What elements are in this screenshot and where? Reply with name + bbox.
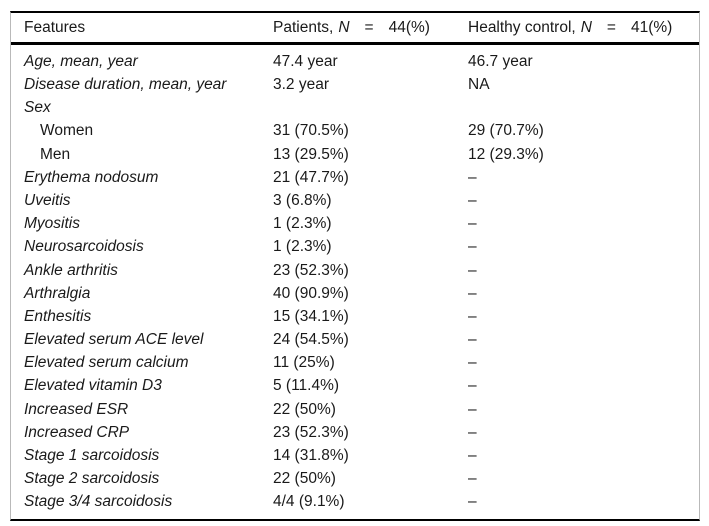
feature-cell: Ankle arthritis <box>24 261 118 279</box>
control-value-cell: 12 (29.3%) <box>468 145 544 163</box>
control-value-cell: – <box>468 377 477 395</box>
table-row: Enthesitis 15 (34.1%) – <box>11 305 699 328</box>
feature-cell: Men <box>40 145 71 163</box>
table-row: Arthralgia 40 (90.9%) – <box>11 282 699 305</box>
patients-n-symbol: N <box>338 18 350 36</box>
feature-cell: Enthesitis <box>24 307 92 325</box>
patients-value-cell: 23 (52.3%) <box>273 423 349 441</box>
patients-value-cell: 23 (52.3%) <box>273 261 349 279</box>
control-equals-sign: = <box>606 18 616 36</box>
control-value-cell: – <box>468 400 477 418</box>
feature-cell: Stage 3/4 sarcoidosis <box>24 493 173 511</box>
table-row: Ankle arthritis 23 (52.3%) – <box>11 259 699 282</box>
patients-value-cell: 4/4 (9.1%) <box>273 493 345 511</box>
feature-cell: Increased ESR <box>24 400 129 418</box>
table-row: Women 31 (70.5%) 29 (70.7%) <box>11 120 699 143</box>
patients-value-cell: 1 (2.3%) <box>273 215 332 233</box>
table-row: Elevated serum calcium 11 (25%) – <box>11 351 699 374</box>
control-value-cell: – <box>468 261 477 279</box>
patients-value-cell: 22 (50%) <box>273 470 336 488</box>
feature-cell: Arthralgia <box>24 284 91 302</box>
feature-cell: Stage 1 sarcoidosis <box>24 447 160 465</box>
table-row: Increased CRP 23 (52.3%) – <box>11 421 699 444</box>
feature-cell: Age, mean, year <box>24 52 138 70</box>
table-row: Elevated vitamin D3 5 (11.4%) – <box>11 375 699 398</box>
patients-value-cell <box>273 96 468 119</box>
control-value-cell: – <box>468 493 477 511</box>
feature-cell: Uveitis <box>24 191 71 209</box>
patients-value-cell: 1 (2.3%) <box>273 238 332 256</box>
table-row: Stage 3/4 sarcoidosis 4/4 (9.1%) – <box>11 491 699 519</box>
col-header-features: Features <box>11 13 273 45</box>
patients-value-cell: 3.2 year <box>273 76 330 94</box>
control-value-cell: – <box>468 215 477 233</box>
patients-value-cell: 22 (50%) <box>273 400 336 418</box>
patients-value-cell: 40 (90.9%) <box>273 284 349 302</box>
table-row: Men 13 (29.5%) 12 (29.3%) <box>11 143 699 166</box>
patients-value-cell: 11 (25%) <box>273 354 335 372</box>
control-n-value: 41(%) <box>630 18 673 36</box>
table-body: Age, mean, year 47.4 year 46.7 year Disease… <box>11 44 699 519</box>
feature-cell: Elevated vitamin D3 <box>24 377 162 395</box>
control-value-cell: – <box>468 331 477 349</box>
patients-value-cell: 14 (31.8%) <box>273 447 349 465</box>
table-row: Age, mean, year 47.4 year 46.7 year <box>11 44 699 74</box>
control-value-cell: – <box>468 191 477 209</box>
control-value-cell: 29 (70.7%) <box>468 122 544 140</box>
control-value-cell: – <box>468 238 477 256</box>
header-row: Features Patients, N = 44(%) Healthy contro… <box>11 13 699 45</box>
feature-cell: Increased CRP <box>24 423 130 441</box>
col-header-healthy-control: Healthy control, N = 41(%) <box>468 13 699 45</box>
feature-cell: Erythema nodosum <box>24 168 159 186</box>
patients-value-cell: 3 (6.8%) <box>273 191 332 209</box>
control-value-cell: – <box>468 447 477 465</box>
control-value-cell: 46.7 year <box>468 52 533 70</box>
table-row: Stage 1 sarcoidosis 14 (31.8%) – <box>11 444 699 467</box>
patients-value-cell: 47.4 year <box>273 52 338 70</box>
table-row: Erythema nodosum 21 (47.7%) – <box>11 166 699 189</box>
patients-value-cell: 5 (11.4%) <box>273 377 340 395</box>
feature-cell: Sex <box>24 99 51 117</box>
patients-value-cell: 13 (29.5%) <box>273 145 349 163</box>
feature-cell: Women <box>40 122 94 140</box>
feature-cell: Myositis <box>24 215 80 233</box>
table-row: Increased ESR 22 (50%) – <box>11 398 699 421</box>
patients-value-cell: 24 (54.5%) <box>273 331 349 349</box>
table-row: Neurosarcoidosis 1 (2.3%) – <box>11 236 699 259</box>
feature-cell: Elevated serum ACE level <box>24 331 204 349</box>
control-n-symbol: N <box>580 18 592 36</box>
feature-cell: Elevated serum calcium <box>24 354 189 372</box>
patients-value-cell: 15 (34.1%) <box>273 307 349 325</box>
control-header-prefix: Healthy control, <box>468 18 576 36</box>
control-value-cell: – <box>468 284 477 302</box>
patients-n-value: 44(%) <box>388 18 430 36</box>
control-value-cell: – <box>468 423 477 441</box>
feature-cell: Disease duration, mean, year <box>24 76 227 94</box>
table-row: Elevated serum ACE level 24 (54.5%) – <box>11 328 699 351</box>
patients-value-cell: 21 (47.7%) <box>273 168 349 186</box>
features-table: Features Patients, N = 44(%) Healthy contro… <box>11 13 699 519</box>
patients-header-prefix: Patients, <box>273 18 334 36</box>
features-table-frame: Features Patients, N = 44(%) Healthy contro… <box>10 11 700 521</box>
col-header-patients: Patients, N = 44(%) <box>273 13 468 45</box>
control-value-cell: – <box>468 354 477 372</box>
table-row: Stage 2 sarcoidosis 22 (50%) – <box>11 467 699 490</box>
table-row: Myositis 1 (2.3%) – <box>11 212 699 235</box>
patients-value-cell: 31 (70.5%) <box>273 122 349 140</box>
control-value-cell: NA <box>468 76 490 94</box>
table-row: Disease duration, mean, year 3.2 year NA <box>11 73 699 96</box>
table-header: Features Patients, N = 44(%) Healthy contro… <box>11 13 699 45</box>
feature-cell: Stage 2 sarcoidosis <box>24 470 160 488</box>
feature-cell: Neurosarcoidosis <box>24 238 144 256</box>
patients-equals-sign: = <box>364 18 374 36</box>
control-value-cell: – <box>468 168 477 186</box>
control-value-cell: – <box>468 470 477 488</box>
table-row: Uveitis 3 (6.8%) – <box>11 189 699 212</box>
table-row: Sex <box>11 96 699 119</box>
features-header-label: Features <box>24 18 86 36</box>
control-value-cell: – <box>468 307 477 325</box>
control-value-cell <box>468 96 699 119</box>
